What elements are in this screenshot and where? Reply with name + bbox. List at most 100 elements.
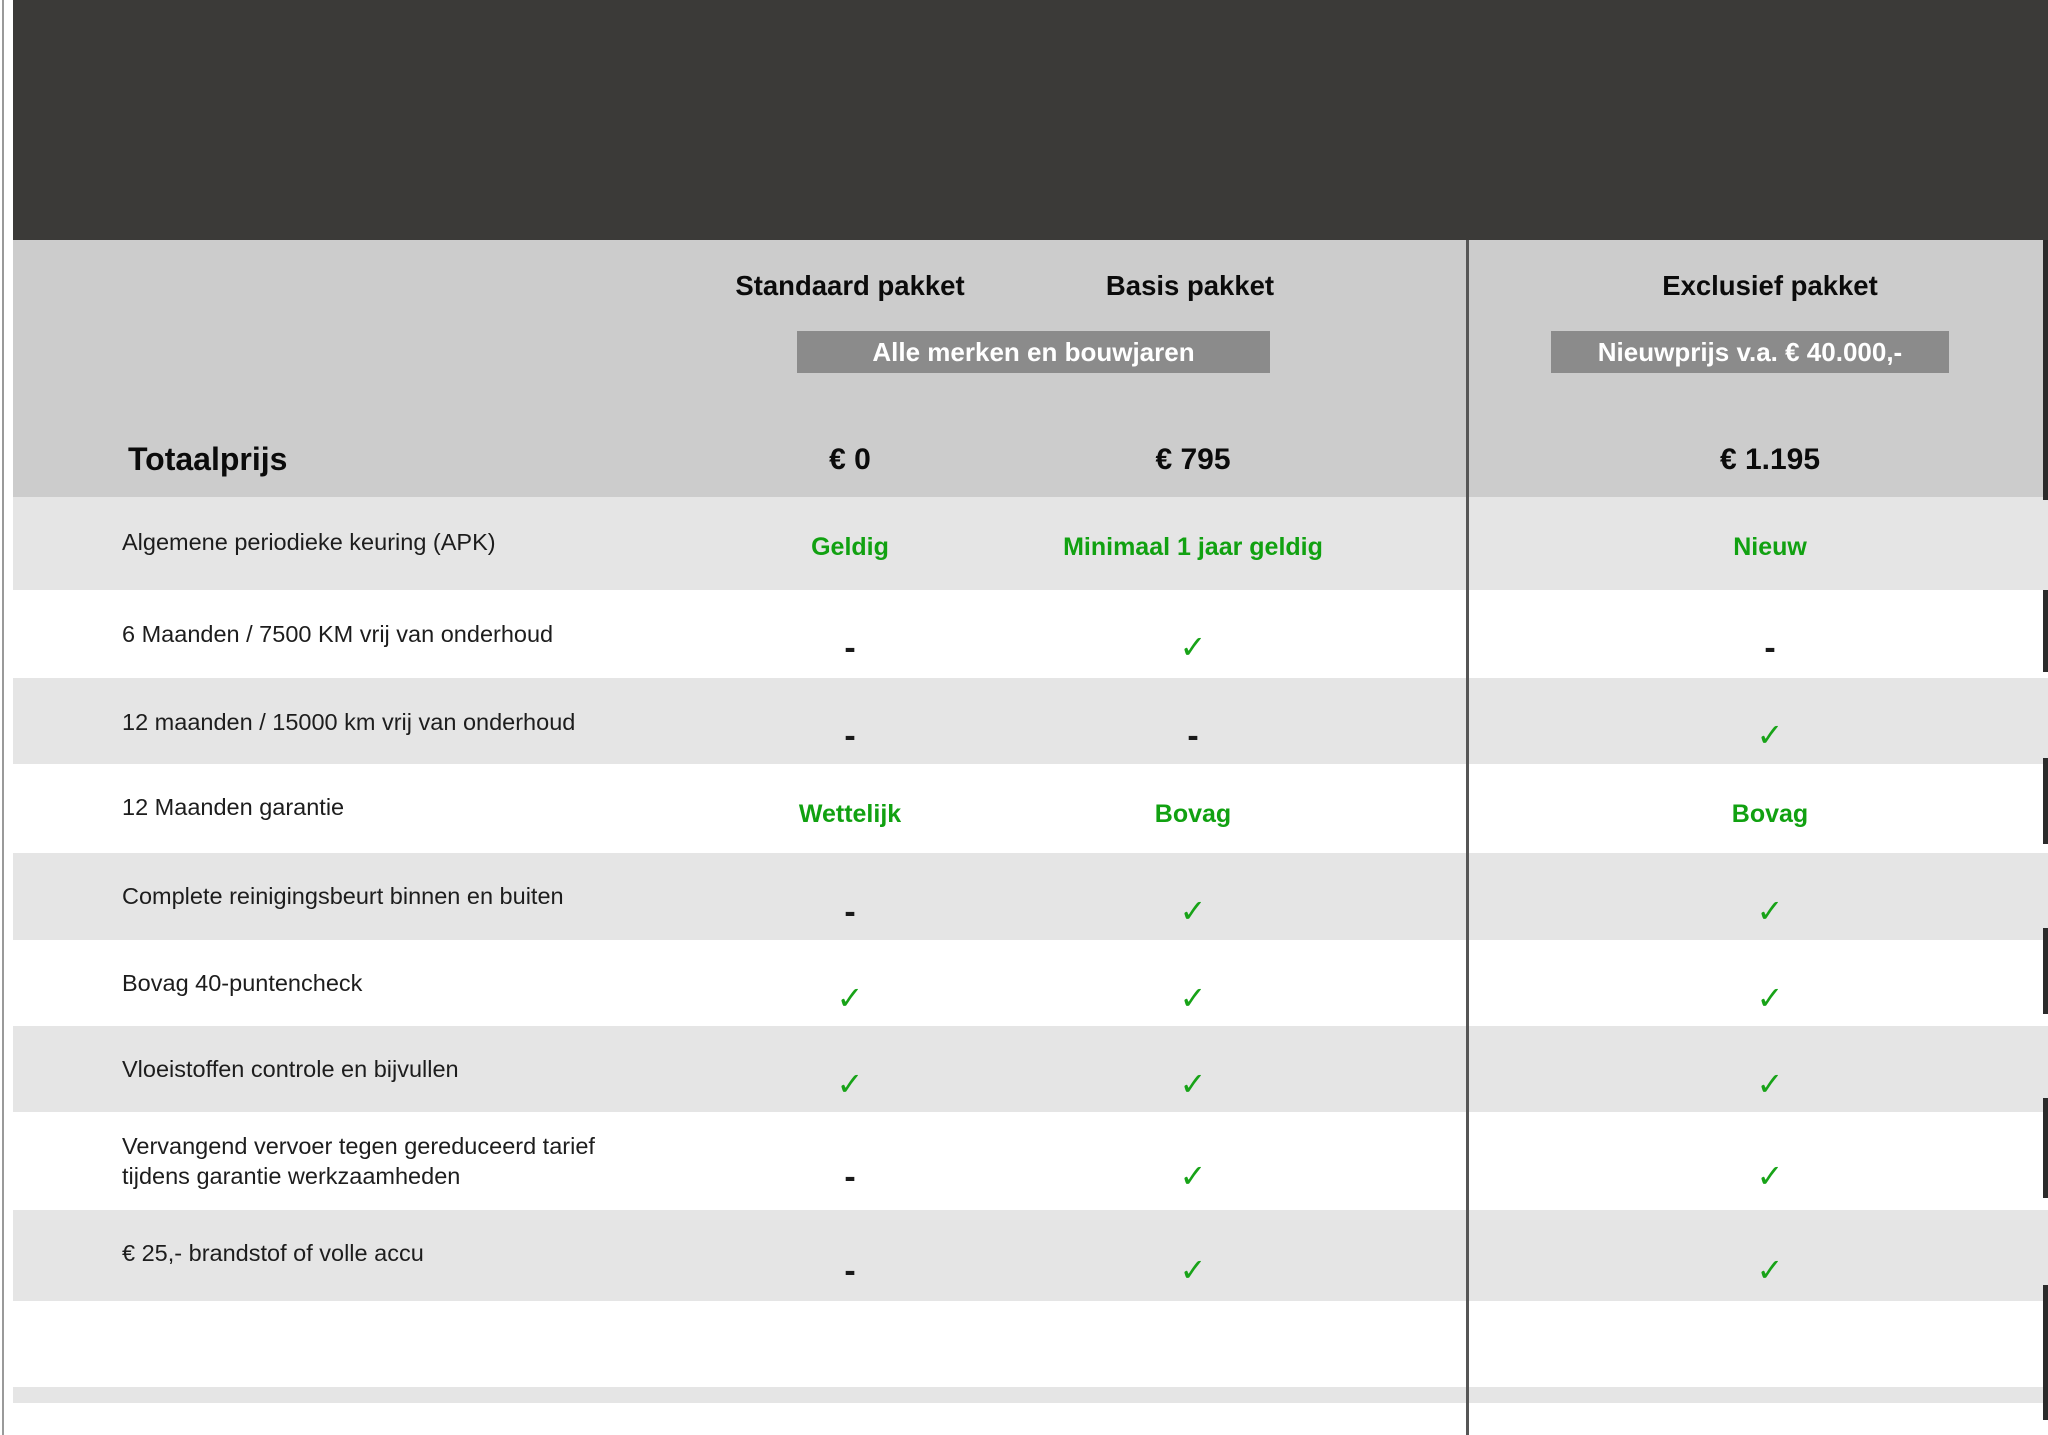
cell-standaard: - xyxy=(700,631,1000,665)
cell-basis: ✓ xyxy=(1063,631,1323,663)
table-row: 6 Maanden / 7500 KM vrij van onderhoud - ✓… xyxy=(0,590,2048,678)
check-icon: ✓ xyxy=(1179,980,1207,1016)
check-icon: ✓ xyxy=(1756,1066,1784,1102)
total-price-standaard: € 0 xyxy=(829,443,871,476)
table-row: 12 Maanden garantie Wettelijk Bovag Bovag xyxy=(0,764,2048,853)
check-icon: ✓ xyxy=(1179,893,1207,929)
row-background xyxy=(13,1026,2048,1112)
page-right-rule-2 xyxy=(2043,590,2048,672)
row-background xyxy=(13,497,2048,590)
feature-label: 6 Maanden / 7500 KM vrij van onderhoud xyxy=(122,621,554,647)
page-left-rule xyxy=(2,0,4,1435)
badge-nieuwprijs: Nieuwprijs v.a. € 40.000,- xyxy=(1551,331,1949,373)
dash-icon: - xyxy=(844,893,856,931)
column-header-exclusief: Exclusief pakket xyxy=(1662,270,1878,301)
cell-standaard: ✓ xyxy=(700,982,1000,1014)
feature-label: Vloeistoffen controle en bijvullen xyxy=(122,1056,459,1082)
cell-exclusief: - xyxy=(1570,631,1970,665)
cell-exclusief: ✓ xyxy=(1570,1068,1970,1100)
table-trailing-white-row xyxy=(0,1301,2048,1387)
dash-icon: - xyxy=(844,1158,856,1196)
cell-exclusief: ✓ xyxy=(1570,895,1970,927)
check-icon: ✓ xyxy=(1179,629,1207,665)
table-row: € 25,- brandstof of volle accu - ✓ ✓ xyxy=(0,1210,2048,1301)
cell-standaard: Wettelijk xyxy=(700,802,1000,827)
cell-standaard: - xyxy=(700,1160,1000,1194)
cell-basis: ✓ xyxy=(1063,982,1323,1014)
cell-standaard: Geldig xyxy=(700,535,1000,560)
feature-label: 12 maanden / 15000 km vrij van onderhoud xyxy=(122,709,576,735)
cell-standaard: - xyxy=(700,719,1000,753)
cell-exclusief: ✓ xyxy=(1570,1160,1970,1192)
feature-rows: Algemene periodieke keuring (APK) Geldig M… xyxy=(0,497,2048,1403)
total-price-label: Totaalprijs xyxy=(128,441,288,477)
cell-value: Nieuw xyxy=(1733,533,1807,561)
badge-alle-merken: Alle merken en bouwjaren xyxy=(797,331,1270,373)
check-icon: ✓ xyxy=(1179,1252,1207,1288)
table-row: Vloeistoffen controle en bijvullen ✓ ✓ ✓ xyxy=(0,1026,2048,1112)
cell-exclusief: Bovag xyxy=(1570,802,1970,827)
feature-label: € 25,- brandstof of volle accu xyxy=(122,1240,424,1266)
check-icon: ✓ xyxy=(836,980,864,1016)
table-row: Complete reinigingsbeurt binnen en buite… xyxy=(0,853,2048,940)
table-row: Bovag 40-puntencheck ✓ ✓ ✓ xyxy=(0,940,2048,1026)
column-header-basis: Basis pakket xyxy=(1105,270,1275,301)
check-icon: ✓ xyxy=(1756,717,1784,753)
page-right-rule-5 xyxy=(2043,1098,2048,1198)
check-icon: ✓ xyxy=(1756,1252,1784,1288)
cell-basis: ✓ xyxy=(1063,1068,1323,1100)
dash-icon: - xyxy=(1764,629,1776,667)
check-icon: ✓ xyxy=(1179,1066,1207,1102)
cell-basis: ✓ xyxy=(1063,895,1323,927)
feature-label: Complete reinigingsbeurt binnen en buite… xyxy=(122,883,564,909)
feature-label: Bovag 40-puntencheck xyxy=(122,970,363,996)
page-right-rule-4 xyxy=(2043,928,2048,1014)
cell-value: Bovag xyxy=(1731,800,1809,828)
table-row: Vervangend vervoer tegen gereduceerd tar… xyxy=(0,1112,2048,1210)
cell-basis: Bovag xyxy=(1063,802,1323,827)
table-trailing-gray-row xyxy=(0,1387,2048,1403)
cell-basis: Minimaal 1 jaar geldig xyxy=(1063,535,1323,560)
row-background xyxy=(13,678,2048,764)
cell-basis: - xyxy=(1063,719,1323,753)
column-header-standaard: Standaard pakket xyxy=(735,270,965,301)
cell-standaard: - xyxy=(700,895,1000,929)
feature-label: Vervangend vervoer tegen gereduceerd tar… xyxy=(122,1133,595,1189)
column-divider xyxy=(1466,240,1469,1435)
cell-value: Minimaal 1 jaar geldig xyxy=(1063,533,1323,561)
dash-icon: - xyxy=(844,629,856,667)
row-background xyxy=(13,1210,2048,1301)
check-icon: ✓ xyxy=(836,1066,864,1102)
row-background xyxy=(13,853,2048,940)
header-band xyxy=(13,0,2048,240)
check-icon: ✓ xyxy=(1756,980,1784,1016)
dash-icon: - xyxy=(844,717,856,755)
row-background xyxy=(13,1387,2048,1403)
feature-label: Algemene periodieke keuring (APK) xyxy=(122,529,496,555)
page-right-rule-1 xyxy=(2043,240,2048,500)
dash-icon: - xyxy=(844,1252,856,1290)
cell-standaard: ✓ xyxy=(700,1068,1000,1100)
cell-value: Geldig xyxy=(811,533,889,561)
cell-exclusief: Nieuw xyxy=(1570,535,1970,560)
table-row: Algemene periodieke keuring (APK) Geldig M… xyxy=(0,497,2048,590)
cell-exclusief: ✓ xyxy=(1570,982,1970,1014)
cell-basis: ✓ xyxy=(1063,1254,1323,1286)
cell-standaard: - xyxy=(700,1254,1000,1288)
cell-exclusief: ✓ xyxy=(1570,719,1970,751)
check-icon: ✓ xyxy=(1179,1158,1207,1194)
page-right-rule-6 xyxy=(2043,1285,2048,1420)
cell-value: Bovag xyxy=(1154,800,1232,828)
table-row: 12 maanden / 15000 km vrij van onderhoud… xyxy=(0,678,2048,764)
cell-exclusief: ✓ xyxy=(1570,1254,1970,1286)
feature-label: 12 Maanden garantie xyxy=(122,794,345,820)
cell-value: Wettelijk xyxy=(798,800,902,828)
cell-basis: ✓ xyxy=(1063,1160,1323,1192)
dash-icon: - xyxy=(1187,717,1199,755)
check-icon: ✓ xyxy=(1756,893,1784,929)
total-price-exclusief: € 1.195 xyxy=(1719,443,1821,476)
page-right-rule-3 xyxy=(2043,758,2048,844)
check-icon: ✓ xyxy=(1756,1158,1784,1194)
total-price-basis: € 795 xyxy=(1155,443,1231,476)
